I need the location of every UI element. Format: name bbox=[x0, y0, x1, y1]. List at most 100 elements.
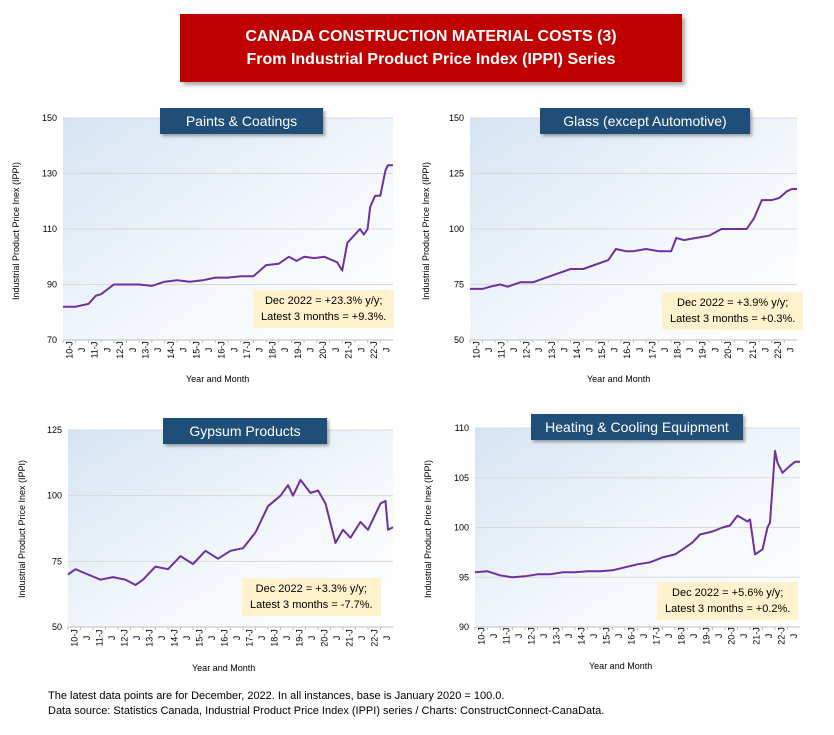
x-tick-label: J bbox=[559, 348, 569, 353]
x-tick-label: 19-J bbox=[294, 629, 304, 647]
x-tick-label: J bbox=[710, 348, 720, 353]
y-tick-label: 100 bbox=[449, 224, 464, 234]
x-tick-label: 11-J bbox=[94, 630, 104, 647]
x-tick-label: J bbox=[589, 634, 599, 639]
x-tick-label: 19-J bbox=[701, 627, 711, 645]
y-tick-label: 50 bbox=[52, 622, 62, 632]
annotation-line: Latest 3 months = +0.3%. bbox=[670, 313, 796, 325]
x-tick-label: 19-J bbox=[293, 341, 303, 359]
x-tick-label: J bbox=[664, 634, 674, 639]
x-tick-label: 15-J bbox=[191, 341, 201, 359]
banner: CANADA CONSTRUCTION MATERIAL COSTS (3) F… bbox=[180, 14, 682, 82]
chart-heating-cooling: 90 95 100 105 110 10-J J 11-J J 12-J J 13-J J 14-J J 15… bbox=[415, 412, 815, 702]
x-tick-label: J bbox=[132, 636, 142, 641]
x-tick-label: 12-J bbox=[119, 629, 129, 647]
x-tick-label: 18-J bbox=[673, 341, 683, 359]
x-tick-label: J bbox=[514, 634, 524, 639]
chart-glass: 50 75 100 125 150 10-J J 11-J J 12-J J 13-J J 14-J J 15… bbox=[415, 100, 815, 390]
y-tick-label: 130 bbox=[42, 169, 57, 179]
x-tick-label: 11-J bbox=[496, 342, 506, 359]
x-tick-label: 18-J bbox=[676, 627, 686, 645]
y-tick-label: 75 bbox=[454, 280, 464, 290]
y-axis-label: Industrial Product Price Inex (IPPI) bbox=[423, 459, 433, 599]
x-tick-label: J bbox=[107, 636, 117, 641]
x-tick-label: 10-J bbox=[471, 341, 481, 359]
x-tick-label: J bbox=[534, 348, 544, 353]
y-tick-label: 50 bbox=[454, 335, 464, 345]
series-line bbox=[474, 449, 800, 579]
x-tick-label: 11-J bbox=[90, 342, 100, 359]
x-tick-label: J bbox=[789, 634, 799, 639]
annotation-line: Latest 3 months = +0.2%. bbox=[665, 603, 791, 615]
x-tick-label: J bbox=[357, 636, 367, 641]
x-tick-label: 14-J bbox=[166, 341, 176, 359]
chart-annotation: Dec 2022 = +3.9% y/y; Latest 3 months = … bbox=[662, 292, 804, 330]
x-tick-label: 13-J bbox=[144, 629, 154, 647]
annotation-line: Dec 2022 = +5.6% y/y; bbox=[672, 587, 784, 599]
y-tick-label: 100 bbox=[47, 491, 62, 501]
y-tick-label: 75 bbox=[52, 556, 62, 566]
y-tick-label: 105 bbox=[454, 473, 469, 483]
x-tick-label: J bbox=[735, 348, 745, 353]
x-tick-label: J bbox=[356, 348, 366, 353]
chart-paints-coatings: 70 90 110 130 150 10-J J 11-J J 12-J J 13-J J 14-J J 15… bbox=[10, 100, 410, 390]
x-axis-label: Year and Month bbox=[192, 663, 256, 673]
x-tick-label: J bbox=[204, 348, 214, 353]
x-tick-label: J bbox=[207, 636, 217, 641]
y-tick-label: 125 bbox=[47, 425, 62, 435]
x-tick-label: J bbox=[179, 348, 189, 353]
x-tick-label: 12-J bbox=[115, 341, 125, 359]
annotation-line: Dec 2022 = +3.9% y/y; bbox=[677, 297, 789, 309]
x-tick-label: J bbox=[761, 348, 771, 353]
x-tick-label: 13-J bbox=[141, 341, 151, 359]
y-tick-label: 125 bbox=[449, 169, 464, 179]
y-tick-label: 110 bbox=[43, 224, 57, 234]
banner-subtitle: From Industrial Product Price Index (IPP… bbox=[246, 51, 616, 68]
x-tick-label: J bbox=[639, 634, 649, 639]
x-axis-label: Year and Month bbox=[587, 374, 651, 384]
chart-title: Gypsum Products bbox=[163, 418, 327, 444]
x-tick-label: J bbox=[382, 636, 392, 641]
x-tick-label: J bbox=[82, 636, 92, 641]
x-tick-label: 15-J bbox=[597, 341, 607, 359]
y-axis-label: Industrial Product Price Inex (IPPI) bbox=[17, 459, 27, 599]
y-tick-label: 95 bbox=[459, 572, 469, 582]
x-tick-label: J bbox=[509, 348, 519, 353]
footer-source: Data source: Statistics Canada, Industri… bbox=[48, 705, 605, 717]
x-tick-label: J bbox=[182, 636, 192, 641]
x-tick-label: 12-J bbox=[526, 627, 536, 645]
x-tick-label: 14-J bbox=[572, 341, 582, 359]
x-tick-label: J bbox=[564, 634, 574, 639]
x-tick-label: 21-J bbox=[344, 341, 354, 359]
x-tick-label: J bbox=[257, 636, 267, 641]
y-tick-label: 150 bbox=[449, 113, 464, 123]
y-tick-label: 70 bbox=[47, 335, 57, 345]
chart-annotation: Dec 2022 = +23.3% y/y; Latest 3 months =… bbox=[253, 290, 395, 328]
x-tick-label: J bbox=[689, 634, 699, 639]
x-tick-label: 20-J bbox=[319, 629, 329, 647]
annotation-line: Latest 3 months = +9.3%. bbox=[261, 311, 387, 323]
x-tick-label: 21-J bbox=[748, 341, 758, 359]
series-line bbox=[63, 164, 393, 308]
x-tick-label: 17-J bbox=[244, 629, 254, 647]
x-tick-label: 18-J bbox=[269, 629, 279, 647]
x-tick-label: 13-J bbox=[547, 341, 557, 359]
x-tick-label: J bbox=[229, 348, 239, 353]
chart-title: Glass (except Automotive) bbox=[540, 108, 750, 134]
y-tick-label: 110 bbox=[455, 423, 469, 433]
x-tick-label: 13-J bbox=[551, 627, 561, 645]
x-tick-label: 22-J bbox=[776, 627, 786, 645]
x-tick-label: J bbox=[153, 348, 163, 353]
x-tick-label: J bbox=[614, 634, 624, 639]
x-tick-label: J bbox=[635, 348, 645, 353]
x-tick-label: 14-J bbox=[169, 629, 179, 647]
x-tick-label: 19-J bbox=[698, 341, 708, 359]
x-tick-label: J bbox=[714, 634, 724, 639]
x-tick-label: 21-J bbox=[344, 629, 354, 647]
footer-note: The latest data points are for December,… bbox=[48, 690, 505, 702]
y-tick-label: 90 bbox=[47, 280, 57, 290]
x-tick-label: J bbox=[332, 636, 342, 641]
x-tick-label: J bbox=[539, 634, 549, 639]
